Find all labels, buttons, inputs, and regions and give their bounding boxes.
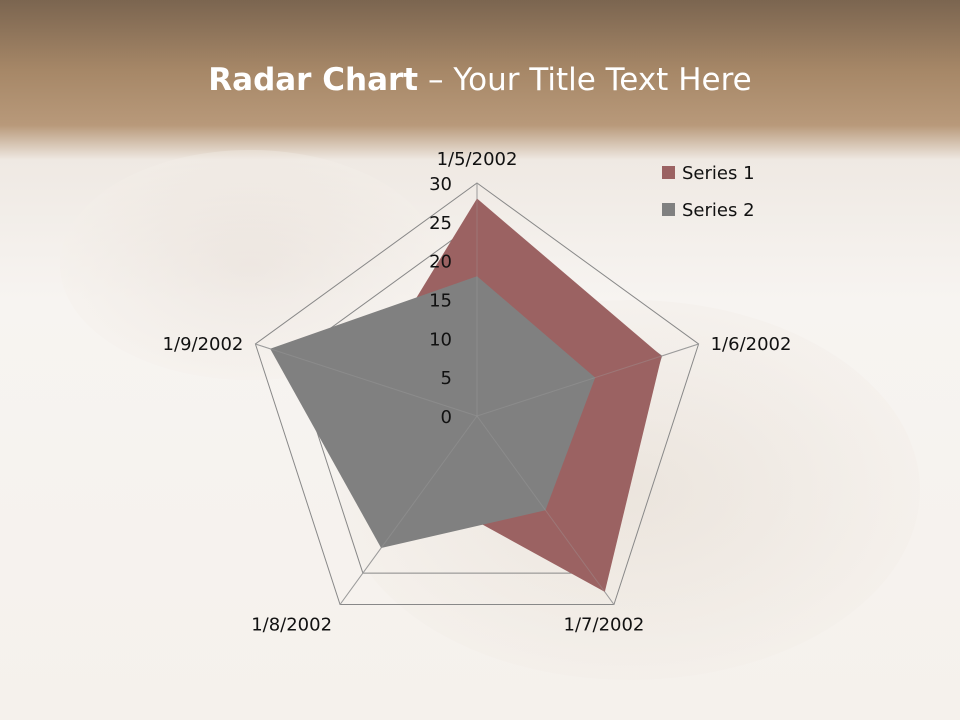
legend-label: Series 2: [682, 200, 755, 221]
tick-label: 20: [429, 252, 452, 273]
tick-label: 0: [441, 407, 452, 428]
tick-label: 10: [429, 329, 452, 350]
legend-swatch: [662, 166, 675, 179]
axis-spoke-overlay: [476, 343, 699, 417]
tick-label: 30: [429, 174, 452, 195]
series-2-area: [270, 276, 596, 548]
legend-swatch: [662, 203, 675, 216]
tick-label: 15: [429, 291, 452, 312]
axis-spoke-overlay: [476, 415, 615, 605]
gridline-ring: [254, 182, 700, 606]
category-label: 1/7/2002: [564, 615, 645, 636]
title-rest: – Your Title Text Here: [418, 62, 752, 98]
tick-label: 25: [429, 213, 452, 234]
title-bold: Radar Chart: [208, 62, 419, 98]
category-label: 1/6/2002: [711, 334, 792, 355]
axis-spoke-overlay: [255, 343, 478, 417]
category-label: 1/5/2002: [437, 149, 518, 170]
axis-spoke-overlay: [339, 415, 478, 605]
category-label: 1/8/2002: [251, 615, 332, 636]
category-label: 1/9/2002: [163, 334, 244, 355]
legend-label: Series 1: [682, 163, 755, 184]
tick-label: 5: [441, 368, 452, 389]
slide-title: Radar Chart – Your Title Text Here: [0, 62, 960, 98]
